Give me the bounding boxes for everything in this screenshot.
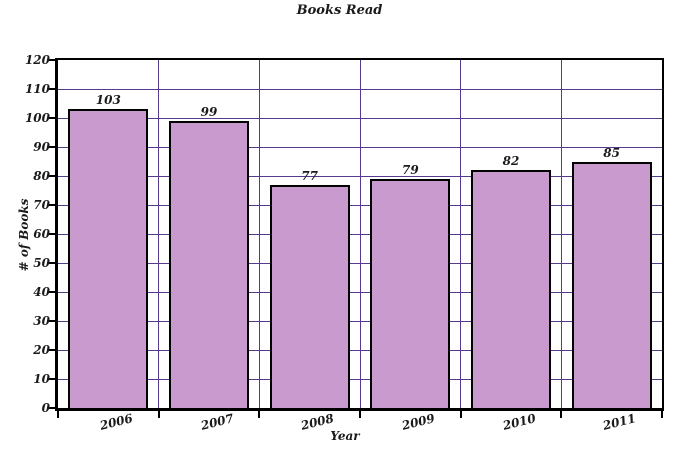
y-tick-label-90: 90 [33, 140, 50, 154]
y-tick-label-60: 60 [33, 227, 50, 241]
bar-2006 [68, 109, 149, 408]
y-tick-label-10: 10 [33, 372, 50, 386]
plot-frame: 103 99 77 79 82 85 [55, 58, 664, 411]
x-tick-0 [57, 411, 59, 418]
bar-2010 [471, 170, 551, 408]
x-tick-3 [359, 411, 361, 418]
y-tick-label-50: 50 [33, 256, 50, 270]
y-tick-0 [47, 407, 55, 409]
y-tick-50 [47, 262, 55, 264]
x-tick-5 [560, 411, 563, 418]
plot-area: 103 99 77 79 82 85 [58, 60, 662, 408]
y-tick-90 [47, 146, 55, 148]
chart-title: Books Read [296, 3, 383, 18]
x-tick-4 [459, 411, 462, 418]
bar-value-label-2008: 77 [301, 168, 318, 183]
vertical-gridline-2 [258, 60, 260, 408]
x-tick-6 [661, 411, 663, 418]
bar-2011 [571, 161, 652, 408]
y-tick-40 [47, 291, 55, 293]
bar-value-label-2009: 79 [401, 162, 419, 177]
vertical-gridline-3 [359, 60, 361, 408]
vertical-gridline-4 [460, 60, 462, 408]
y-tick-label-20: 20 [33, 343, 50, 357]
x-axis-title: Year [330, 429, 360, 443]
y-tick-label-80: 80 [33, 169, 50, 183]
y-tick-100 [47, 117, 55, 119]
y-tick-110 [47, 88, 55, 90]
x-tick-2 [258, 411, 261, 418]
y-tick-70 [47, 204, 55, 206]
y-tick-label-120: 120 [24, 53, 50, 67]
vertical-gridline-5 [560, 60, 562, 408]
y-tick-10 [47, 378, 55, 380]
bar-2007 [169, 120, 249, 408]
y-tick-label-40: 40 [33, 285, 50, 299]
bar-value-label-2007: 99 [200, 104, 218, 119]
y-tick-label-110: 110 [24, 82, 50, 96]
y-tick-label-30: 30 [33, 314, 50, 328]
bar-2008 [269, 184, 350, 408]
bar-value-label-2006: 103 [95, 93, 121, 108]
bar-value-label-2011: 85 [603, 145, 620, 160]
bar-2009 [370, 178, 451, 408]
y-tick-120 [47, 59, 55, 61]
bar-value-label-2010: 82 [502, 154, 520, 169]
x-tick-1 [157, 411, 160, 418]
y-tick-label-0: 0 [41, 401, 50, 415]
y-tick-30 [47, 320, 55, 322]
y-tick-label-100: 100 [24, 111, 50, 125]
y-tick-20 [47, 349, 55, 351]
vertical-gridline-1 [158, 60, 160, 408]
y-tick-80 [47, 175, 55, 177]
y-tick-60 [47, 233, 55, 235]
y-tick-label-70: 70 [33, 198, 50, 212]
